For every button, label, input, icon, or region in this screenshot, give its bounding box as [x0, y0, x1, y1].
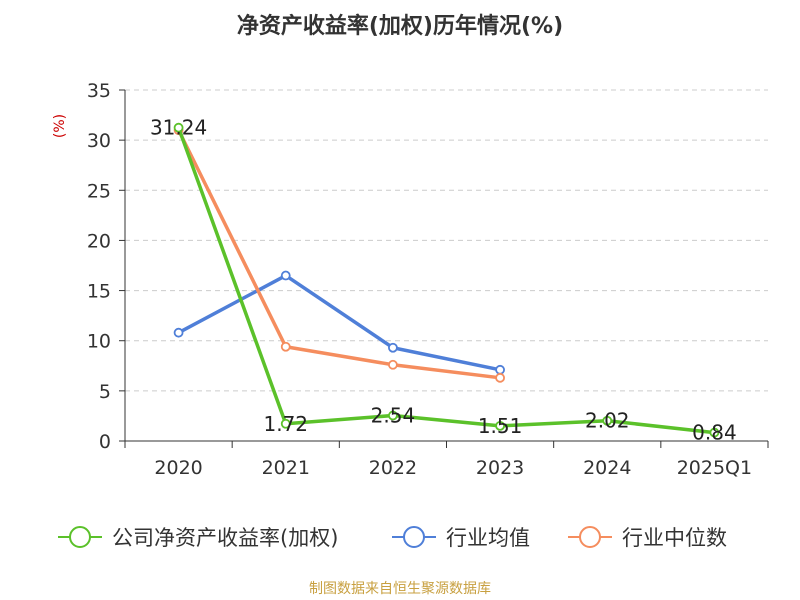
x-tick-label: 2021 [262, 457, 310, 479]
legend-label: 公司净资产收益率(加权) [112, 526, 338, 550]
data-label: 2.54 [371, 404, 416, 428]
y-tick-label: 0 [99, 431, 111, 453]
axis-layer: 0 5 10 15 20 25 30 35 2020 2021 2022 2023 2024 2025Q1 [87, 80, 769, 479]
data-label: 31.24 [150, 116, 207, 140]
chart-title: 净资产收益率(加权)历年情况(%) [237, 13, 563, 39]
y-tick-label: 15 [87, 281, 111, 303]
data-label: 0.84 [692, 421, 737, 445]
data-point [280, 341, 291, 352]
series-line [177, 273, 501, 372]
y-tick-label: 35 [87, 80, 111, 102]
legend-marker [69, 526, 91, 548]
data-point [173, 327, 184, 338]
data-point [495, 420, 505, 431]
data-point [709, 427, 720, 438]
y-tick-label: 10 [87, 331, 111, 353]
x-tick-label: 2025Q1 [677, 457, 752, 479]
series-line [176, 127, 715, 435]
x-tick-label: 2022 [369, 457, 417, 479]
data-point [495, 364, 505, 375]
data-label: 1.72 [263, 412, 308, 436]
y-tick-label: 30 [87, 130, 111, 152]
x-tick-label: 2020 [154, 457, 202, 479]
source-footer: 制图数据来自恒生聚源数据库 [309, 581, 491, 597]
legend: 公司净资产收益率(加权) 行业均值 行业中位数 [58, 526, 727, 550]
data-point [388, 342, 398, 353]
data-label: 1.51 [478, 414, 523, 438]
grid-layer [125, 89, 768, 392]
y-tick-label: 20 [87, 230, 111, 252]
series-layer [173, 122, 720, 438]
y-axis-label: (%) [52, 114, 68, 138]
x-tick-label: 2024 [583, 457, 631, 479]
x-tick-label: 2023 [476, 457, 524, 479]
data-point [495, 372, 505, 383]
data-point [280, 270, 291, 281]
legend-marker [579, 526, 601, 548]
y-tick-label: 25 [87, 180, 111, 202]
data-label: 2.02 [585, 409, 630, 433]
data-label-layer: 31.24 1.72 2.54 1.51 2.02 0.84 [150, 116, 737, 445]
y-tick-label: 5 [99, 381, 111, 403]
data-point [388, 359, 398, 370]
data-point [173, 122, 184, 133]
series-line [177, 129, 501, 380]
legend-label: 行业中位数 [622, 526, 727, 550]
data-point [280, 418, 291, 429]
legend-marker [403, 526, 425, 548]
data-point [388, 410, 398, 421]
data-point [602, 415, 613, 426]
legend-label: 行业均值 [446, 526, 530, 550]
